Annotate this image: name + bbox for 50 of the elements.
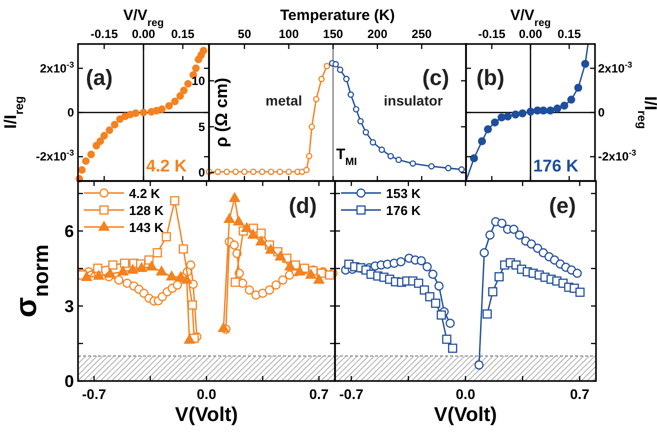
y-tick-label: 0 [67,106,74,120]
x-tick-label: -0.7 [82,386,106,402]
x-tick-label: 150 [323,27,344,41]
x-tick-label: 50 [238,27,252,41]
annotation: metal [266,92,302,109]
legend-label: 143 K [129,220,164,235]
x-tick-label: 0.0 [456,386,476,402]
x-tick-label: 0.7 [570,386,590,402]
x-tick-label: 0.15 [558,27,582,41]
x-tick-label: -0.15 [90,27,118,41]
legend-label: 4.2 K [129,186,161,201]
legend-label: 128 K [129,203,164,218]
x-tick-label: 0.7 [309,386,329,402]
x-tick-label: 250 [412,27,432,41]
x-axis-title: Temperature (K) [280,7,395,24]
annotation: (b) [476,65,504,90]
annotation: (a) [86,65,113,90]
x-tick-label: 200 [367,27,388,41]
annotation: (e) [549,193,576,218]
y-tick-label: -2x10$^{-3}$ [598,148,636,164]
y-axis-title: ρ (Ω cm) [212,78,231,148]
y-tick-label: 2x10$^{-3}$ [40,59,74,76]
legend-label: 176 K [386,203,422,218]
x-axis-title: V(Volt) [434,404,497,426]
ref-line-label: T$_{MI}$ [336,146,357,168]
annotation: (d) [288,193,317,218]
x-tick-label: 0.0 [196,386,216,402]
x-tick-label: 0.00 [518,27,542,41]
x-tick-label: -0.15 [478,27,506,41]
x-axis-title: V/V$_{reg}$ [123,7,164,29]
annotation: (c) [422,65,450,90]
y-tick-label: -2x10$^{-3}$ [36,148,74,164]
x-tick-label: 0.00 [132,27,156,41]
y-tick-label: 0 [198,166,206,180]
x-tick-label: 100 [278,27,300,41]
y-tick-label: 0 [64,372,74,391]
x-axis-title: V/V$_{reg}$ [510,7,551,29]
annotation: 4.2 K [146,156,188,176]
y-tick-label: 3 [64,297,74,316]
legend-label: 153 K [386,186,422,201]
y-tick-label: 2x10$^{-3}$ [598,59,632,76]
x-tick-label: -0.7 [339,386,364,402]
y-tick-label: 10 [192,74,206,88]
annotation: 176 K [533,156,580,176]
annotation: insulator [384,92,444,109]
y-tick-label: 6 [64,222,74,241]
x-axis-title: V(Volt) [175,404,238,426]
y-tick-label: 0 [598,106,605,120]
y-tick-label: 5 [198,120,206,134]
x-tick-label: 0.15 [171,27,195,41]
